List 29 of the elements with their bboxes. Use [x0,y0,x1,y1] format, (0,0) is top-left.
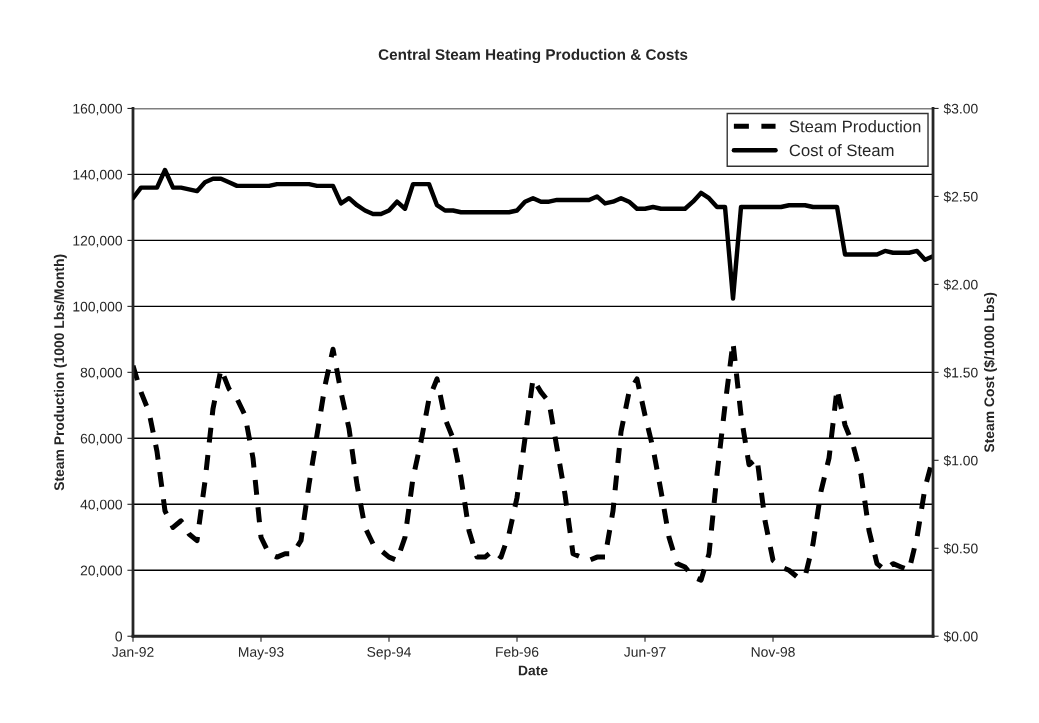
y2-tick-label: $1.00 [943,455,978,467]
legend-label: Cost of Steam [789,144,894,157]
legend-label: Steam Production [789,120,921,133]
y2-tick-label: $0.50 [943,543,978,555]
y2-tick-label: $2.00 [943,279,978,291]
y-axis-title: Steam Production (1000 Lbs/Month) [53,254,67,491]
y-tick-label: 160,000 [73,103,123,116]
x-tick-label: May-93 [238,647,284,660]
y2-tick-label: $2.50 [943,191,978,203]
x-tick-label: Nov-98 [751,647,795,657]
y-tick-label: 40,000 [80,499,123,512]
y2-tick-label: $0.00 [943,630,978,643]
x-tick-label: Feb-96 [496,646,539,657]
y-tick-label: 20,000 [80,565,123,578]
line-series [132,167,934,301]
x-axis-title: Date [518,665,548,676]
x-tick-label: Jun-97 [624,647,666,657]
x-tick-label: Jan-92 [111,647,154,657]
y-tick-label: 120,000 [73,235,123,248]
y2-axis-title: Steam Cost ($/1000 Lbs) [983,292,997,453]
x-tick-label: Sep-94 [367,647,411,660]
y-tick-label: 80,000 [80,367,123,380]
y-tick-label: 140,000 [73,169,123,182]
y-tick-label: 60,000 [80,433,123,446]
y2-tick-label: $3.00 [943,103,978,115]
y-tick-label: 100,000 [73,301,123,314]
y2-tick-label: $1.50 [943,367,978,379]
chart-title: Central Steam Heating Production & Costs [378,48,688,64]
y-tick-label: 0 [115,631,123,642]
